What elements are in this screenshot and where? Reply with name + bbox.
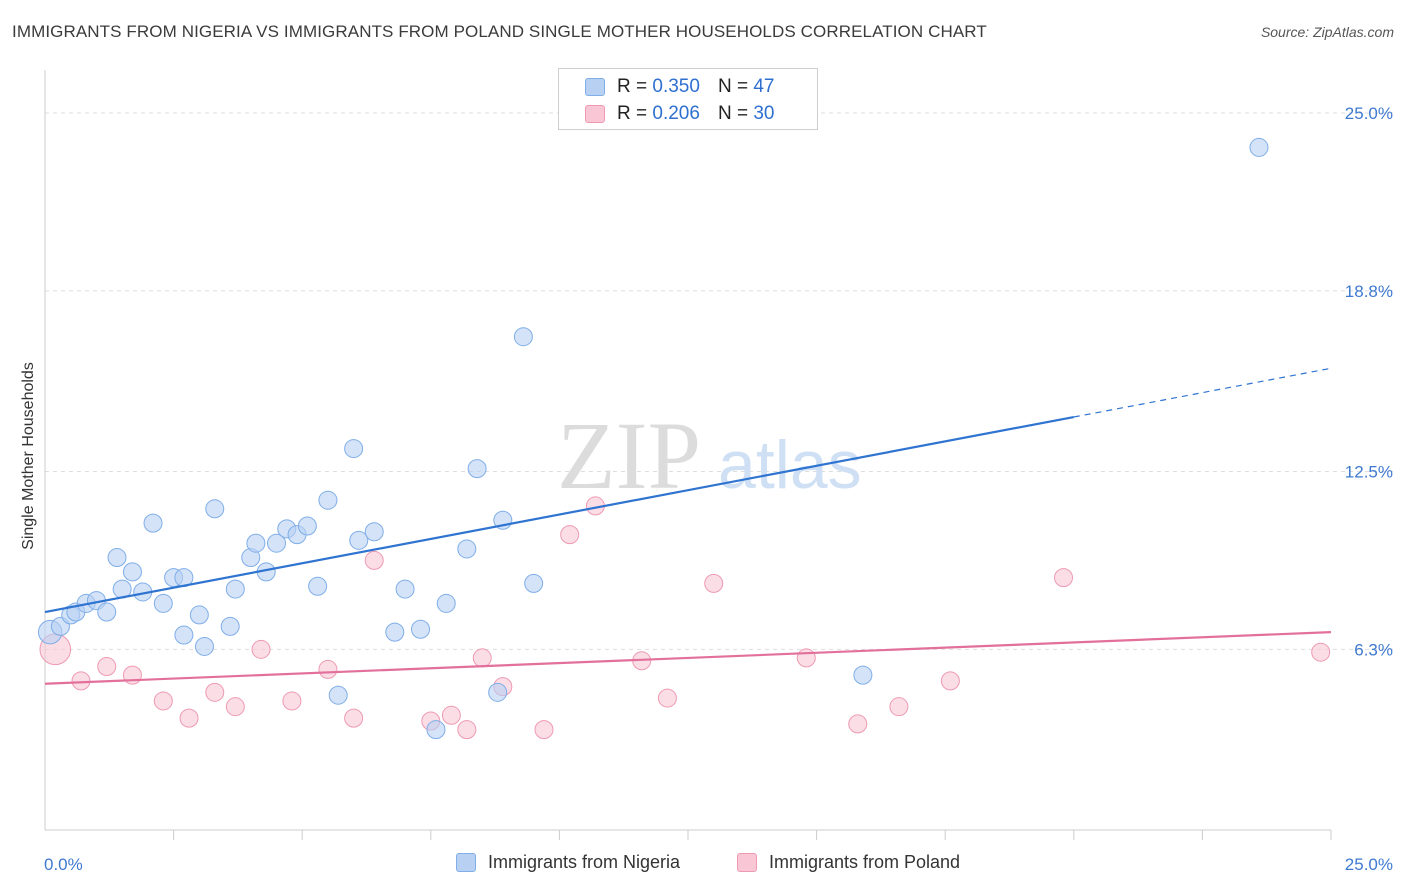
- poland-point: [344, 708, 364, 728]
- legend-n-label: N =: [717, 76, 749, 97]
- poland-point: [560, 525, 580, 545]
- nigeria-point: [174, 625, 194, 645]
- legend-r-label: R =: [617, 103, 648, 124]
- nigeria-point: [385, 622, 405, 642]
- legend-item-poland[interactable]: Immigrants from Poland: [737, 852, 960, 873]
- nigeria-point: [524, 573, 544, 593]
- nigeria-point: [853, 665, 873, 685]
- poland-point: [71, 671, 91, 691]
- x-tick-label: 25.0%: [1345, 855, 1393, 874]
- nigeria-point: [308, 576, 328, 596]
- nigeria-point: [411, 619, 431, 639]
- poland-point: [282, 691, 302, 711]
- poland-point: [251, 639, 271, 659]
- nigeria-point: [328, 685, 348, 705]
- nigeria-point: [143, 513, 163, 533]
- y-tick-label: 25.0%: [1345, 104, 1393, 123]
- nigeria-point: [225, 579, 245, 599]
- nigeria-point: [513, 327, 533, 347]
- legend-item-nigeria[interactable]: Immigrants from Nigeria: [456, 852, 680, 873]
- poland-legend-swatch: [737, 853, 757, 872]
- nigeria-point: [436, 593, 456, 613]
- nigeria-legend-label: Immigrants from Nigeria: [488, 852, 681, 872]
- nigeria-point: [1249, 137, 1269, 157]
- nigeria-point: [97, 602, 117, 622]
- nigeria-point: [122, 562, 142, 582]
- poland-n-value: 30: [753, 103, 775, 124]
- series-legend: Immigrants from Nigeria Immigrants from …: [0, 852, 1406, 876]
- poland-point: [704, 573, 724, 593]
- trend-lines: [44, 367, 1332, 685]
- poland-point: [848, 714, 868, 734]
- nigeria-point: [107, 548, 127, 568]
- nigeria-point: [395, 579, 415, 599]
- nigeria-point: [349, 530, 369, 550]
- poland-point: [657, 688, 677, 708]
- poland-point: [97, 657, 117, 677]
- x-tick-label: 0.0%: [44, 855, 83, 874]
- poland-swatch: [585, 105, 605, 123]
- poland-point: [940, 671, 960, 691]
- y-tick-label: 6.3%: [1354, 640, 1393, 659]
- nigeria-point: [344, 439, 364, 459]
- poland-point: [1054, 568, 1074, 588]
- grid-lines: [45, 112, 1395, 650]
- watermark-atlas: atlas: [718, 427, 862, 503]
- nigeria-point: [426, 720, 446, 740]
- legend-n-label: N =: [717, 103, 749, 124]
- nigeria-swatch: [585, 78, 605, 96]
- watermark-zip: ZIP: [557, 402, 701, 509]
- nigeria-points: [37, 137, 1269, 740]
- poland-point: [457, 720, 477, 740]
- poland-point: [441, 705, 461, 725]
- nigeria-trend-line: [44, 415, 1075, 614]
- nigeria-legend-swatch: [456, 853, 476, 872]
- y-tick-label: 18.8%: [1345, 282, 1393, 301]
- nigeria-point: [457, 539, 477, 559]
- poland-point: [179, 708, 199, 728]
- poland-point: [364, 550, 384, 570]
- nigeria-point: [266, 533, 286, 553]
- poland-point: [225, 697, 245, 717]
- legend-row-poland: R = 0.206 N = 30: [585, 102, 774, 126]
- poland-point: [796, 648, 816, 668]
- poland-point: [153, 691, 173, 711]
- tick-labels: 6.3% 12.5% 18.8% 25.0% 0.0% 25.0%: [44, 104, 1393, 874]
- correlation-legend: R = 0.350 N = 47 R = 0.206 N = 30: [558, 68, 818, 130]
- nigeria-point: [297, 516, 317, 536]
- poland-point: [205, 682, 225, 702]
- y-tick-label: 12.5%: [1345, 463, 1393, 482]
- nigeria-point: [364, 522, 384, 542]
- poland-point: [472, 648, 492, 668]
- poland-legend-label: Immigrants from Poland: [769, 852, 961, 872]
- poland-point: [1311, 642, 1331, 662]
- poland-point: [889, 697, 909, 717]
- poland-r-value: 0.206: [652, 103, 700, 124]
- nigeria-point: [189, 605, 209, 625]
- poland-trend-line: [44, 631, 1332, 685]
- poland-points: [39, 496, 1331, 740]
- watermark: ZIP atlas: [557, 402, 862, 509]
- chart-title: IMMIGRANTS FROM NIGERIA VS IMMIGRANTS FR…: [12, 22, 987, 41]
- poland-point: [318, 659, 338, 679]
- nigeria-point: [488, 682, 508, 702]
- nigeria-point: [246, 533, 266, 553]
- nigeria-point: [220, 616, 240, 636]
- nigeria-point: [318, 490, 338, 510]
- nigeria-trend-extension: [1073, 367, 1332, 418]
- legend-r-label: R =: [617, 76, 648, 97]
- legend-row-nigeria: R = 0.350 N = 47: [585, 75, 774, 99]
- nigeria-r-value: 0.350: [652, 76, 700, 97]
- poland-point: [534, 720, 554, 740]
- nigeria-n-value: 47: [753, 76, 775, 97]
- nigeria-point: [153, 593, 173, 613]
- nigeria-point: [194, 636, 214, 656]
- axes: [44, 70, 1332, 840]
- nigeria-point: [467, 459, 487, 479]
- nigeria-point: [205, 499, 225, 519]
- source-credit: Source: ZipAtlas.com: [1260, 24, 1394, 40]
